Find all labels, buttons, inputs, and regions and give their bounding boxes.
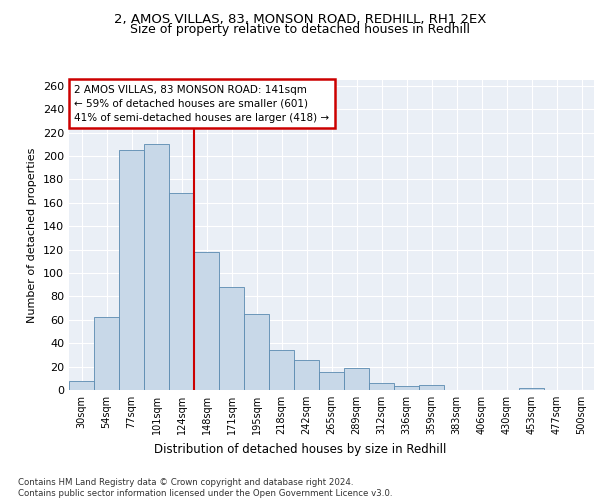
Bar <box>369 383 394 390</box>
Bar <box>519 388 544 390</box>
Y-axis label: Number of detached properties: Number of detached properties <box>28 148 37 322</box>
Bar <box>119 150 144 390</box>
Text: Contains HM Land Registry data © Crown copyright and database right 2024.
Contai: Contains HM Land Registry data © Crown c… <box>18 478 392 498</box>
Bar <box>244 314 269 390</box>
Text: Distribution of detached houses by size in Redhill: Distribution of detached houses by size … <box>154 442 446 456</box>
Bar <box>269 350 294 390</box>
Bar <box>144 144 169 390</box>
Bar <box>319 372 344 390</box>
Bar <box>94 318 119 390</box>
Bar <box>294 360 319 390</box>
Bar <box>69 380 94 390</box>
Bar <box>394 386 419 390</box>
Bar <box>219 287 244 390</box>
Bar <box>419 386 444 390</box>
Text: Size of property relative to detached houses in Redhill: Size of property relative to detached ho… <box>130 22 470 36</box>
Bar <box>344 368 369 390</box>
Bar <box>169 194 194 390</box>
Text: 2, AMOS VILLAS, 83, MONSON ROAD, REDHILL, RH1 2EX: 2, AMOS VILLAS, 83, MONSON ROAD, REDHILL… <box>114 12 486 26</box>
Bar <box>194 252 219 390</box>
Text: 2 AMOS VILLAS, 83 MONSON ROAD: 141sqm
← 59% of detached houses are smaller (601): 2 AMOS VILLAS, 83 MONSON ROAD: 141sqm ← … <box>74 84 329 122</box>
